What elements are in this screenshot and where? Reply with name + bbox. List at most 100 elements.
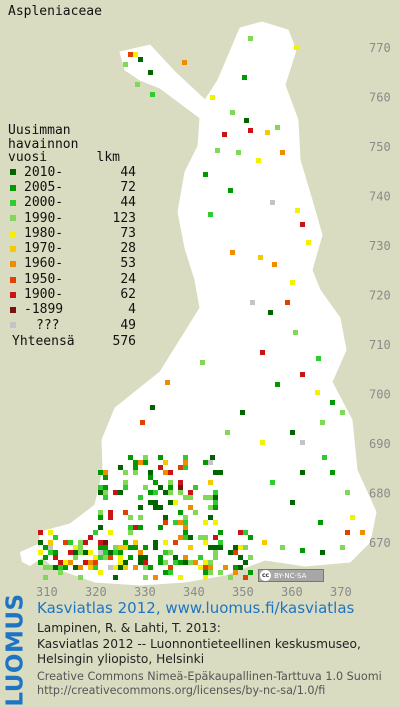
legend-entry: 2005- 72: [8, 180, 136, 195]
observation-square: [178, 465, 183, 470]
observation-square: [63, 560, 68, 565]
observation-square: [73, 545, 78, 550]
observation-square: [58, 560, 63, 565]
observation-square: [68, 560, 73, 565]
observation-square: [148, 565, 153, 570]
observation-square: [213, 490, 218, 495]
legend-total: Yhteensä 576: [8, 335, 136, 349]
legend-swatch: [10, 184, 16, 191]
observation-square: [108, 565, 113, 570]
observation-square: [128, 545, 133, 550]
observation-square: [198, 555, 203, 560]
observation-square: [98, 490, 103, 495]
observation-square: [183, 495, 188, 500]
observation-square: [233, 570, 238, 575]
observation-square: [200, 360, 205, 365]
legend-entry: 1950- 24: [8, 272, 136, 287]
observation-square: [98, 485, 103, 490]
observation-square: [208, 480, 213, 485]
observation-square: [98, 555, 103, 560]
observation-square: [183, 515, 188, 520]
observation-square: [256, 158, 261, 163]
observation-square: [248, 570, 253, 575]
observation-square: [88, 550, 93, 555]
legend-label: 1960-: [24, 256, 64, 272]
observation-square: [138, 555, 143, 560]
observation-square: [138, 560, 143, 565]
cc-license-badge[interactable]: cc BY-NC-SA: [258, 569, 324, 582]
observation-square: [218, 530, 223, 535]
observation-square: [108, 515, 113, 520]
observation-square: [123, 510, 128, 515]
observation-square: [123, 560, 128, 565]
observation-square: [213, 545, 218, 550]
observation-square: [148, 70, 153, 75]
observation-square: [158, 465, 163, 470]
observation-square: [248, 128, 253, 133]
legend-swatch: [10, 169, 16, 176]
license-url[interactable]: http://creativecommons.org/licenses/by-n…: [37, 684, 326, 697]
observation-square: [118, 465, 123, 470]
y-tick-label: 760: [369, 91, 391, 105]
y-tick-label: 700: [369, 388, 391, 402]
citation: Lampinen, R. & Lahti, T. 2013: Kasviatla…: [37, 621, 361, 668]
x-tick-label: 320: [85, 585, 107, 599]
observation-square: [270, 480, 275, 485]
legend-count: 72: [120, 179, 136, 195]
legend-count: 4: [128, 302, 136, 318]
observation-square: [173, 555, 178, 560]
observation-square: [153, 480, 158, 485]
x-tick-label: 310: [36, 585, 58, 599]
legend-count: 49: [120, 317, 136, 333]
observation-square: [203, 495, 208, 500]
observation-square: [173, 520, 178, 525]
legend: Uusimman havainnon vuosi lkm 2010- 44 20…: [8, 124, 136, 349]
observation-square: [193, 510, 198, 515]
legend-heading-line-1: Uusimman: [8, 123, 71, 138]
observation-square: [150, 92, 155, 97]
observation-square: [272, 262, 277, 267]
legend-entry: ??? 49: [8, 318, 136, 333]
observation-square: [78, 550, 83, 555]
observation-square: [213, 500, 218, 505]
observation-square: [178, 510, 183, 515]
observation-square: [168, 570, 173, 575]
observation-square: [123, 540, 128, 545]
observation-square: [153, 540, 158, 545]
observation-square: [183, 555, 188, 560]
observation-square: [240, 410, 245, 415]
observation-square: [143, 575, 148, 580]
observation-square: [98, 540, 103, 545]
observation-square: [345, 530, 350, 535]
observation-square: [168, 470, 173, 475]
observation-square: [93, 555, 98, 560]
observation-square: [78, 545, 83, 550]
observation-square: [143, 565, 148, 570]
observation-square: [178, 485, 183, 490]
observation-square: [168, 485, 173, 490]
observation-square: [228, 188, 233, 193]
observation-square: [103, 470, 108, 475]
legend-label: 1990-: [24, 210, 64, 226]
observation-square: [208, 505, 213, 510]
observation-square: [93, 565, 98, 570]
observation-square: [118, 560, 123, 565]
observation-square: [294, 45, 299, 50]
observation-square: [260, 350, 265, 355]
observation-square: [98, 510, 103, 515]
observation-square: [242, 75, 247, 80]
observation-square: [173, 500, 178, 505]
observation-square: [320, 420, 325, 425]
observation-square: [203, 535, 208, 540]
observation-square: [143, 560, 148, 565]
observation-square: [213, 495, 218, 500]
observation-square: [260, 440, 265, 445]
observation-square: [108, 510, 113, 515]
observation-square: [53, 550, 58, 555]
observation-square: [103, 555, 108, 560]
observation-square: [138, 550, 143, 555]
observation-square: [133, 565, 138, 570]
observation-square: [222, 132, 227, 137]
atlas-link[interactable]: Kasviatlas 2012, www.luomus.fi/kasviatla…: [37, 599, 355, 617]
observation-square: [143, 555, 148, 560]
